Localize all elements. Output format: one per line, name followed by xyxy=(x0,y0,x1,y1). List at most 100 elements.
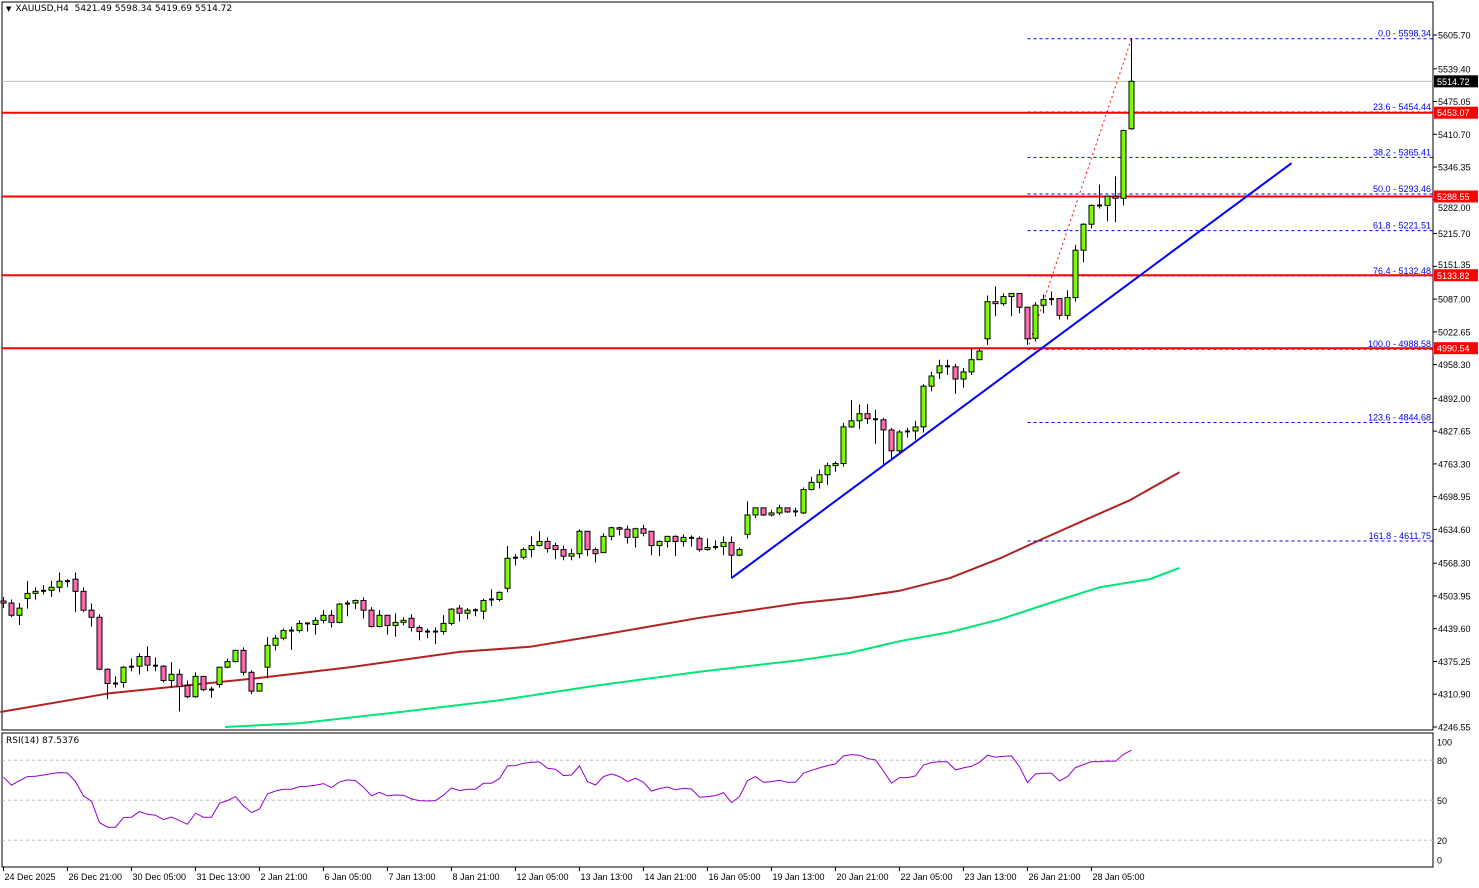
rsi-line xyxy=(3,749,1132,828)
fibonacci-level-label: 76.4 - 5132.48 xyxy=(1373,266,1431,276)
candle-bearish xyxy=(80,590,87,611)
candle-bearish xyxy=(640,528,647,534)
rsi-name: RSI(14) xyxy=(6,736,40,746)
candle-bullish xyxy=(656,540,663,547)
candle-bullish xyxy=(272,637,279,646)
candle-bearish xyxy=(360,600,367,611)
price-axis-label: 5151.35 xyxy=(1438,260,1471,270)
candle-bullish xyxy=(608,527,615,537)
ohlc-low: 5419.69 xyxy=(154,4,193,14)
fibonacci-level-label: 100.0 - 4988.58 xyxy=(1368,339,1431,349)
candle-bearish xyxy=(96,616,103,670)
candle-bullish xyxy=(856,413,863,422)
candle-bullish xyxy=(16,607,23,616)
rsi-axis-label: 50 xyxy=(1437,796,1447,806)
candle-bearish xyxy=(8,602,15,616)
candle-bullish xyxy=(840,426,847,465)
candle-bullish xyxy=(752,507,759,516)
candle-bearish xyxy=(176,673,183,688)
candle-bullish xyxy=(808,481,815,491)
fibonacci-level-label: 123.6 - 4844.68 xyxy=(1368,412,1431,422)
candle-bullish xyxy=(920,385,927,428)
level-price-tag-label: 5288.55 xyxy=(1437,192,1470,202)
candle-bullish xyxy=(232,649,239,663)
candle-bearish xyxy=(368,609,375,627)
candle-bullish xyxy=(832,463,839,467)
main-chart-frame xyxy=(1,1,1434,731)
price-axis-label: 4503.95 xyxy=(1438,591,1471,601)
candle-bullish xyxy=(568,553,575,557)
candle-bearish xyxy=(952,366,959,380)
moving-average-fast xyxy=(225,566,1180,728)
triangle-down-icon[interactable]: ▼ xyxy=(6,5,12,13)
chart-header: ▼ XAUUSD,H4 5421.49 5598.34 5419.69 5514.… xyxy=(6,4,232,14)
level-price-tag-label: 4990.54 xyxy=(1437,344,1470,354)
candle-bullish xyxy=(224,661,231,668)
candle-bullish xyxy=(848,420,855,428)
candle-bearish xyxy=(144,656,151,666)
candle-bearish xyxy=(880,419,887,431)
candle-bearish xyxy=(616,527,623,530)
time-axis-label: 13 Jan 13:00 xyxy=(581,872,633,882)
candle-bullish xyxy=(448,608,455,624)
candle-bullish xyxy=(664,535,671,542)
candle-bearish xyxy=(1056,298,1063,316)
candle-bullish xyxy=(768,512,775,516)
candle-bullish xyxy=(496,591,503,600)
price-axis-label: 4958.30 xyxy=(1438,360,1471,370)
ohlc-close: 5514.72 xyxy=(194,4,233,14)
price-axis-label: 4439.60 xyxy=(1438,624,1471,634)
time-axis-label: 24 Dec 2025 xyxy=(5,872,56,882)
time-axis-label: 16 Jan 05:00 xyxy=(709,872,761,882)
candle-bullish xyxy=(720,541,727,548)
rsi-axis-label: 0 xyxy=(1437,856,1442,866)
time-axis-label: 2 Jan 21:00 xyxy=(261,872,308,882)
time-axis-label: 14 Jan 21:00 xyxy=(645,872,697,882)
candle-bearish xyxy=(456,607,463,614)
level-price-tag xyxy=(1434,106,1478,119)
rsi-indicator-label: RSI(14) 87.5376 xyxy=(6,736,79,746)
candle-bullish xyxy=(1040,299,1047,306)
trendline[interactable] xyxy=(730,162,1293,579)
candle-bullish xyxy=(32,590,39,594)
fibonacci-level-label: 0.0 - 5598.34 xyxy=(1378,29,1431,39)
candle-bullish xyxy=(392,621,399,626)
candle-bearish xyxy=(240,649,247,673)
candle-bullish xyxy=(704,547,711,551)
candle-bullish xyxy=(896,431,903,452)
candle-bullish xyxy=(1104,195,1111,206)
candle-bearish xyxy=(384,614,391,626)
candle-bullish xyxy=(1008,292,1015,298)
time-axis-label: 20 Jan 21:00 xyxy=(837,872,889,882)
candle-bullish xyxy=(600,535,607,554)
price-axis-label: 4310.90 xyxy=(1438,690,1471,700)
candle-bullish xyxy=(824,465,831,476)
price-axis-label: 5087.00 xyxy=(1438,295,1471,305)
level-price-tag-label: 5133.82 xyxy=(1437,271,1470,281)
candle-bullish xyxy=(520,549,527,558)
candle-bearish xyxy=(864,413,871,420)
candle-bullish xyxy=(1064,297,1071,316)
time-axis-label: 22 Jan 05:00 xyxy=(901,872,953,882)
candle-bearish xyxy=(696,537,703,551)
candle-bullish xyxy=(976,350,983,361)
candle-bullish xyxy=(1032,304,1039,339)
candle-bullish xyxy=(744,514,751,535)
price-axis-label: 4634.60 xyxy=(1438,525,1471,535)
candle-bearish xyxy=(328,614,335,623)
price-axis-label: 5605.70 xyxy=(1438,31,1471,41)
level-price-tag xyxy=(1434,342,1478,355)
candle-bearish xyxy=(728,541,735,556)
candle-bullish xyxy=(680,536,687,542)
candle-bullish xyxy=(376,614,383,627)
candle-bullish xyxy=(336,603,343,623)
time-axis-label: 8 Jan 21:00 xyxy=(453,872,500,882)
fibonacci-level-label: 23.6 - 5454.44 xyxy=(1373,102,1431,112)
candle-bearish xyxy=(1024,306,1031,340)
candle-bearish xyxy=(760,507,767,516)
level-price-tag xyxy=(1434,269,1478,282)
time-axis-label: 26 Dec 21:00 xyxy=(69,872,123,882)
candle-bullish xyxy=(440,622,447,633)
price-axis-label: 4763.30 xyxy=(1438,459,1471,469)
